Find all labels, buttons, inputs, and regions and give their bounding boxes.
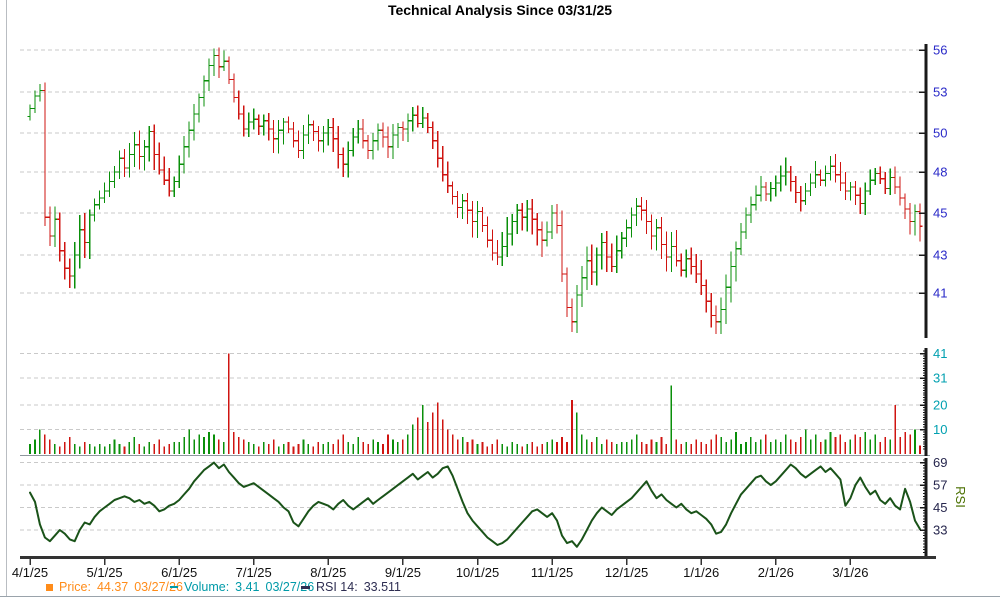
price-panel bbox=[27, 47, 923, 334]
bottom-border bbox=[0, 596, 1000, 597]
svg-text:45: 45 bbox=[933, 206, 947, 221]
svg-text:56: 56 bbox=[933, 43, 947, 58]
gridlines bbox=[20, 49, 922, 531]
rsi-marker-icon bbox=[301, 585, 310, 589]
svg-text:10: 10 bbox=[933, 422, 947, 437]
legend-item-price: Price: 44.37 03/27/26 bbox=[46, 579, 183, 595]
x-axis-label: 8/1/25 bbox=[310, 565, 346, 580]
x-axis-label: 4/1/25 bbox=[12, 565, 48, 580]
rsi-side-label: RSI bbox=[953, 486, 968, 508]
chart-title: Technical Analysis Since 03/31/25 bbox=[387, 2, 613, 18]
svg-text:48: 48 bbox=[933, 165, 947, 180]
legend-rsi-value: 33.511 bbox=[363, 580, 401, 594]
x-axis-label: 1/1/26 bbox=[683, 565, 719, 580]
legend-price-value: 44.37 bbox=[96, 580, 129, 594]
volume-panel bbox=[29, 353, 921, 454]
svg-text:45: 45 bbox=[933, 500, 947, 515]
svg-text:41: 41 bbox=[933, 286, 947, 301]
x-axis-label: 7/1/25 bbox=[236, 565, 272, 580]
x-axis-label: 10/1/25 bbox=[456, 565, 499, 580]
legend-volume-value: 3.41 bbox=[235, 580, 260, 594]
svg-text:33: 33 bbox=[933, 523, 947, 538]
svg-text:50: 50 bbox=[933, 126, 947, 141]
x-axis-label: 3/1/26 bbox=[832, 565, 868, 580]
x-axis-label: 9/1/25 bbox=[385, 565, 421, 580]
legend: Price: 44.37 03/27/26 Volume: 3.41 03/27… bbox=[0, 579, 1000, 595]
axis-labels: 56 53 50 48 45 43 41 41 31 20 10 69 57 45 33 RSI 4/1/25 5… bbox=[12, 43, 968, 581]
legend-item-rsi: RSI 14: 33.511 bbox=[301, 579, 401, 595]
legend-price-date: 03/27/26 bbox=[134, 580, 183, 594]
svg-text:53: 53 bbox=[933, 85, 947, 100]
price-marker-icon bbox=[46, 583, 53, 591]
legend-item-volume: Volume: 3.41 03/27/26 bbox=[170, 579, 314, 595]
legend-rsi-name: RSI 14: bbox=[316, 580, 358, 594]
svg-text:41: 41 bbox=[933, 346, 947, 361]
svg-text:69: 69 bbox=[933, 455, 947, 470]
rsi-panel bbox=[29, 461, 921, 548]
volume-marker-icon bbox=[170, 586, 178, 588]
left-border bbox=[6, 0, 7, 597]
axes bbox=[20, 44, 936, 565]
x-axis-label: 2/1/26 bbox=[758, 565, 794, 580]
svg-text:20: 20 bbox=[933, 398, 947, 413]
svg-text:31: 31 bbox=[933, 371, 947, 386]
legend-volume-date: 03/27/26 bbox=[265, 580, 315, 594]
legend-volume-name: Volume: bbox=[184, 580, 230, 594]
x-axis-label: 6/1/25 bbox=[161, 565, 197, 580]
legend-price-name: Price: bbox=[59, 580, 91, 594]
svg-text:57: 57 bbox=[933, 478, 947, 493]
x-axis-label: 11/1/25 bbox=[531, 565, 573, 580]
svg-text:43: 43 bbox=[933, 248, 947, 263]
x-axis-label: 5/1/25 bbox=[87, 565, 123, 580]
x-axis-label: 12/1/25 bbox=[605, 565, 648, 580]
